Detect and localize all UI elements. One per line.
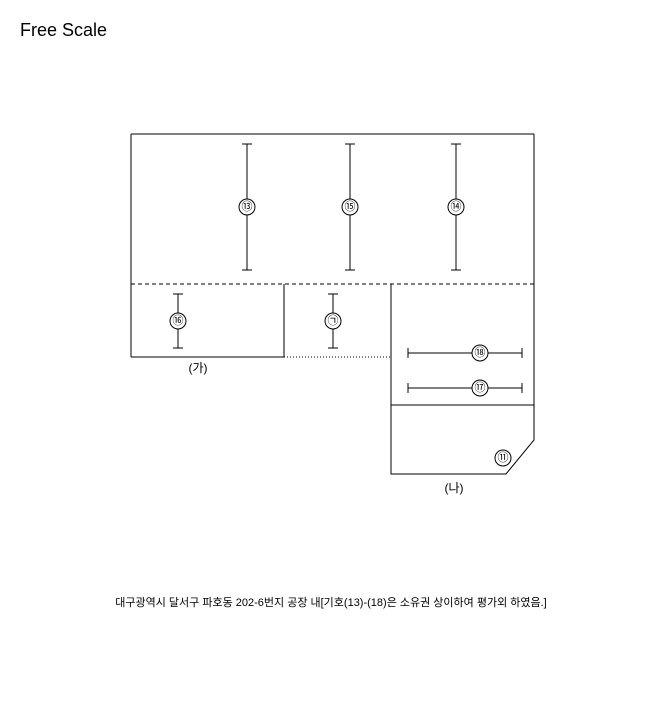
svg-text:⑬: ⑬ [242, 200, 253, 213]
label-na: (나) [444, 481, 463, 495]
marker-15: ⑮ [342, 144, 358, 270]
marker-13: ⑬ [239, 144, 255, 270]
svg-text:⑰: ⑰ [475, 381, 486, 394]
marker-14: ⑭ [448, 144, 464, 270]
caption-text: 대구광역시 달서구 파호동 202-6번지 공장 내[기호(13)-(18)은 … [0, 594, 662, 610]
marker-11: ⑪ [495, 450, 511, 466]
label-ga: (가) [188, 361, 207, 375]
svg-text:⑯: ⑯ [173, 314, 184, 327]
bot-poly [391, 405, 534, 474]
svg-text:⑱: ⑱ [475, 346, 486, 359]
marker-16: ⑯ [170, 294, 186, 348]
page-title: Free Scale [20, 20, 107, 41]
marker-17: ⑰ [408, 380, 522, 396]
svg-text:㉠: ㉠ [328, 314, 339, 327]
svg-text:⑭: ⑭ [451, 200, 462, 213]
marker-18: ⑱ [408, 345, 522, 361]
marker-n: ㉠ [325, 294, 341, 348]
svg-text:⑮: ⑮ [345, 200, 356, 213]
svg-text:⑪: ⑪ [498, 451, 509, 464]
